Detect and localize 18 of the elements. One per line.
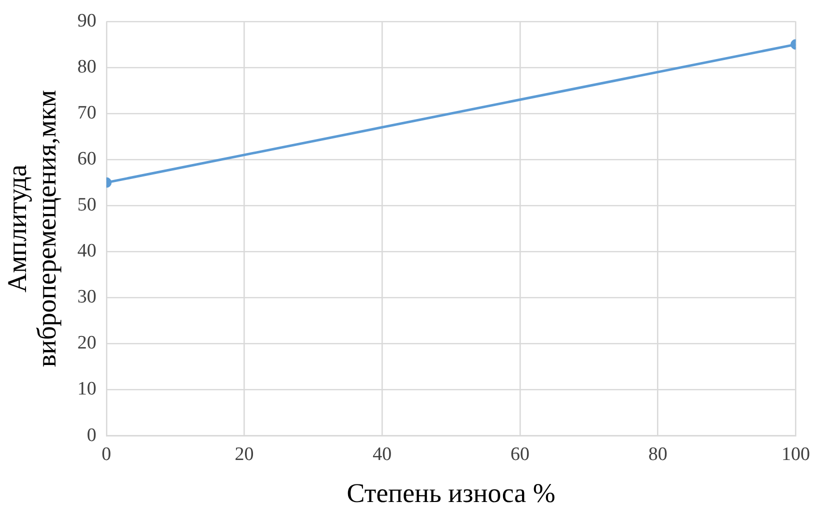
y-tick-label: 50: [77, 194, 96, 216]
x-tick-label: 20: [234, 444, 254, 466]
y-tick-label: 80: [77, 56, 96, 78]
x-tick-label: 0: [102, 444, 112, 466]
y-tick-label: 40: [77, 240, 96, 262]
x-tick-label: 60: [510, 444, 530, 466]
y-axis-title: Амплитуда виброперемещения,мкм: [2, 90, 62, 368]
y-tick-label: 0: [86, 424, 96, 446]
y-tick-label: 70: [77, 102, 96, 124]
x-tick-label: 80: [648, 444, 668, 466]
y-tick-label: 20: [77, 332, 96, 354]
x-tick-label: 40: [372, 444, 392, 466]
y-tick-label: 30: [77, 286, 96, 308]
x-tick-label: 100: [782, 444, 810, 466]
y-tick-label: 90: [77, 10, 96, 32]
y-tick-label: 10: [77, 378, 96, 400]
x-axis-title: Степень износа %: [346, 478, 556, 508]
y-tick-label: 60: [77, 148, 96, 170]
